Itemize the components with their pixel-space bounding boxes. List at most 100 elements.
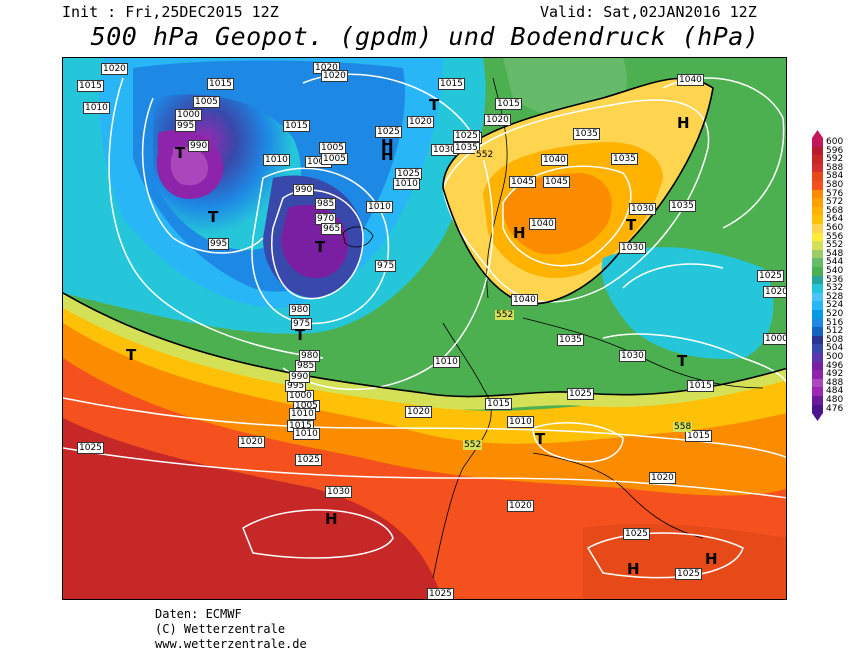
isobar-label: 1020 xyxy=(407,116,434,128)
isobar-label: 1015 xyxy=(77,80,104,92)
isobar-label: 1015 xyxy=(687,380,714,392)
colorbar-swatch xyxy=(812,189,823,199)
isobar-label: 1040 xyxy=(541,154,568,166)
isobar-label: 1025 xyxy=(453,130,480,142)
colorbar-label: 528 xyxy=(826,291,844,302)
colorbar-swatch xyxy=(812,163,823,173)
low-pressure-center: T xyxy=(315,238,326,256)
colorbar-swatch xyxy=(812,396,823,405)
geopotential-label: 552 xyxy=(475,150,495,160)
colorbar-label: 480 xyxy=(826,395,844,405)
isobar-label: 1035 xyxy=(453,142,480,154)
colorbar-label: 568 xyxy=(826,205,844,216)
isobar-label: 1025 xyxy=(675,568,702,580)
isobar-label: 985 xyxy=(315,198,337,210)
colorbar-label: 504 xyxy=(826,343,844,354)
colorbar-label: 508 xyxy=(826,334,844,345)
colorbar-swatch xyxy=(812,370,823,379)
colorbar-swatch xyxy=(812,292,823,302)
colorbar-swatch xyxy=(812,387,823,396)
isobar-label: 1040 xyxy=(529,218,556,230)
isobar-label: 980 xyxy=(289,304,311,316)
colorbar-label: 524 xyxy=(826,300,844,311)
colorbar-label: 596 xyxy=(826,145,844,156)
isobar-label: 1040 xyxy=(677,74,704,86)
colorbar-label: 572 xyxy=(826,197,844,208)
geopotential-label: 552 xyxy=(463,440,483,450)
colorbar-swatch xyxy=(812,215,823,224)
colorbar-label: 552 xyxy=(826,240,844,251)
isobar-label: 1030 xyxy=(619,350,646,362)
colorbar-swatch xyxy=(812,155,823,164)
colorbar-label: 600 xyxy=(826,137,844,147)
isobar-label: 1015 xyxy=(495,98,522,110)
colorbar-swatch xyxy=(812,301,823,310)
weather-map: 1020 1015 1010 1005 1000 995 990 1020 10… xyxy=(62,57,787,600)
isobar-label: 1010 xyxy=(263,154,290,166)
colorbar-swatch xyxy=(812,378,823,388)
isobar-label: 1015 xyxy=(485,398,512,410)
isobar-label: 1000 xyxy=(763,333,786,345)
isobar-label: 1025 xyxy=(567,388,594,400)
high-pressure-center: H xyxy=(325,510,338,528)
high-pressure-center: H xyxy=(513,224,526,242)
isobar-label: 1015 xyxy=(207,78,234,90)
high-pressure-center: H xyxy=(705,550,718,568)
isobar-label: 1010 xyxy=(507,416,534,428)
isobar-label: 995 xyxy=(208,238,230,250)
colorbar-swatch xyxy=(812,353,823,362)
colorbar-label: 532 xyxy=(826,283,844,294)
isobar-label: 975 xyxy=(375,260,397,272)
high-pressure-center: H xyxy=(381,146,394,164)
isobar-label: 990 xyxy=(188,140,210,152)
isobar-label: 975 xyxy=(291,318,313,330)
colorbar-label: 476 xyxy=(826,403,844,414)
low-pressure-center: T xyxy=(429,96,440,114)
colorbar-label: 496 xyxy=(826,360,844,371)
colorbar-swatch xyxy=(812,232,823,242)
isobar-label: 1020 xyxy=(507,500,534,512)
init-time: Init : Fri,25DEC2015 12Z xyxy=(62,3,279,21)
colorbar-label: 516 xyxy=(826,317,844,328)
isobar-label: 1010 xyxy=(293,428,320,440)
colorbar-swatch xyxy=(812,224,823,233)
isobar-label: 1010 xyxy=(433,356,460,368)
colorbar-label: 584 xyxy=(826,171,844,182)
isobar-label: 1015 xyxy=(438,78,465,90)
isobar-label: 990 xyxy=(293,184,315,196)
isobar-label: 1025 xyxy=(295,454,322,466)
low-pressure-center: T xyxy=(295,326,306,344)
colorbar-label: 500 xyxy=(826,352,844,362)
colorbar-label: 544 xyxy=(826,257,844,268)
isobar-label: 1010 xyxy=(366,201,393,213)
isobar-label: 995 xyxy=(175,120,197,132)
high-pressure-center: H xyxy=(677,114,690,132)
colorbar-label: 488 xyxy=(826,377,844,388)
isobar-label: 1040 xyxy=(511,294,538,306)
colorbar-label: 536 xyxy=(826,274,844,285)
colorbar-swatch xyxy=(812,249,823,259)
colorbar-swatch xyxy=(812,404,823,414)
isobar-label: 1020 xyxy=(405,406,432,418)
low-pressure-center: T xyxy=(175,144,186,162)
isobar-label: 1015 xyxy=(283,120,310,132)
colorbar-bottom-arrow xyxy=(812,413,823,422)
low-pressure-center: T xyxy=(208,208,219,226)
credits: Daten: ECMWF (C) Wetterzentrale www.wett… xyxy=(155,607,307,652)
isobar-label: 1030 xyxy=(619,242,646,254)
isobar-label: 1020 xyxy=(763,286,786,298)
high-pressure-center: H xyxy=(627,560,640,578)
colorbar-swatch xyxy=(812,335,823,345)
colorbar-swatch xyxy=(812,198,823,207)
colorbar-label: 520 xyxy=(826,309,844,319)
colorbar-swatch xyxy=(812,310,823,319)
isobar-label: 1010 xyxy=(289,408,316,420)
isobar-label: 1025 xyxy=(375,126,402,138)
geopotential-field xyxy=(63,58,786,599)
colorbar-swatch xyxy=(812,267,823,276)
isobar-label: 1035 xyxy=(611,153,638,165)
colorbar-label: 560 xyxy=(826,223,844,233)
isobar-label: 1035 xyxy=(669,200,696,212)
colorbar-label: 556 xyxy=(826,231,844,242)
colorbar-label: 548 xyxy=(826,248,844,259)
